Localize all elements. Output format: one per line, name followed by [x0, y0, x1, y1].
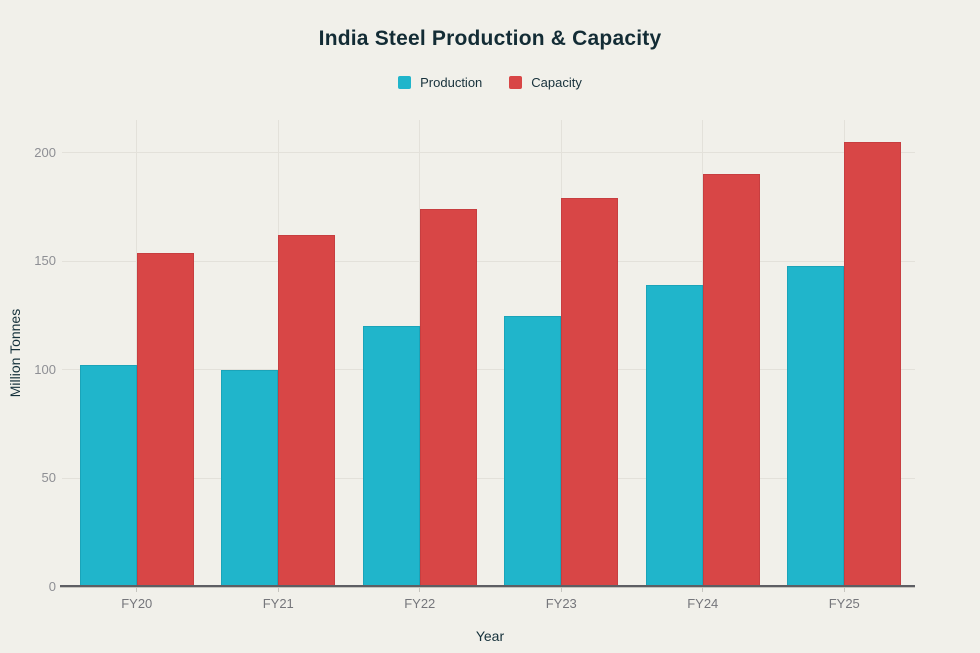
y-tick-label: 200	[34, 144, 56, 160]
y-gridline	[62, 369, 915, 371]
x-tick-mark	[560, 587, 562, 592]
x-tick-label: FY20	[121, 596, 153, 611]
x-tick-label: FY24	[687, 596, 719, 611]
bar-production-fy25[interactable]	[787, 265, 845, 587]
x-tick-mark	[136, 587, 138, 592]
legend: Production Capacity	[0, 75, 980, 90]
x-tick-mark	[843, 587, 845, 592]
bar-capacity-fy22[interactable]	[419, 209, 477, 587]
y-tick-label: 150	[34, 253, 56, 269]
legend-item-production[interactable]: Production	[398, 75, 482, 90]
x-axis-line	[60, 585, 915, 588]
x-tick-label: FY23	[545, 596, 577, 611]
bar-production-fy23[interactable]	[504, 315, 562, 587]
y-gridline	[62, 152, 915, 154]
x-tick-mark	[419, 587, 421, 592]
capacity-legend-swatch	[509, 76, 523, 89]
bar-production-fy21[interactable]	[221, 369, 279, 587]
y-tick-label: 0	[48, 579, 56, 594]
y-gridline	[62, 477, 915, 479]
y-axis-title: Million Tonnes	[7, 308, 23, 398]
chart-title: India Steel Production & Capacity	[318, 27, 662, 50]
bar-production-fy20[interactable]	[79, 365, 137, 587]
x-tick-label: FY25	[828, 596, 860, 611]
y-gridline	[62, 260, 915, 262]
x-tick-mark	[702, 587, 704, 592]
x-tick-label: FY21	[262, 596, 294, 611]
x-axis-title: Year	[475, 628, 505, 644]
bar-production-fy24[interactable]	[645, 285, 703, 587]
bar-capacity-fy20[interactable]	[136, 252, 194, 587]
production-legend-label: Production	[420, 75, 483, 90]
bar-capacity-fy21[interactable]	[278, 235, 336, 587]
plot-area: 0 50 100 150 200 FY20 FY21 FY22 FY23 FY24 FY25	[34, 120, 915, 611]
y-tick-label: 50	[41, 470, 56, 486]
bar-capacity-fy23[interactable]	[561, 198, 619, 587]
legend-item-capacity[interactable]: Capacity	[509, 75, 582, 90]
bar-capacity-fy24[interactable]	[702, 174, 760, 587]
capacity-legend-label: Capacity	[531, 75, 582, 90]
y-tick-label: 100	[34, 361, 56, 377]
x-tick-mark	[277, 587, 279, 592]
bar-capacity-fy25[interactable]	[844, 141, 902, 587]
x-tick-label: FY22	[404, 596, 436, 611]
production-legend-swatch	[398, 76, 412, 89]
bar-production-fy22[interactable]	[362, 326, 420, 587]
